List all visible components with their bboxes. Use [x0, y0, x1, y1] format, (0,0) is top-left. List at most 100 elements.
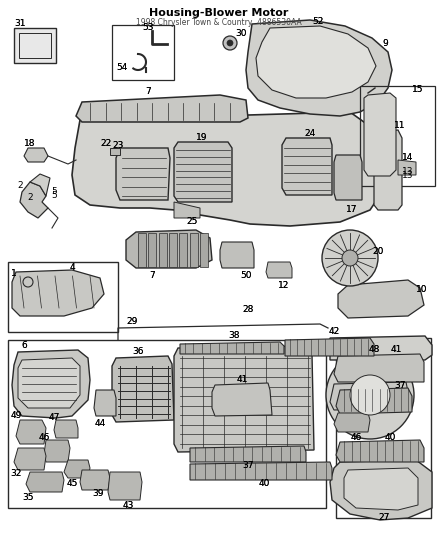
- Text: 17: 17: [346, 206, 357, 214]
- Polygon shape: [329, 382, 407, 410]
- Text: 46: 46: [38, 432, 49, 441]
- Polygon shape: [12, 350, 90, 418]
- Bar: [8, 340, 325, 508]
- Polygon shape: [329, 336, 431, 360]
- Polygon shape: [24, 148, 48, 162]
- Polygon shape: [363, 93, 395, 176]
- Text: 48: 48: [367, 345, 379, 354]
- Polygon shape: [333, 354, 423, 382]
- Polygon shape: [169, 233, 177, 267]
- Circle shape: [325, 351, 413, 439]
- Text: 46: 46: [350, 432, 361, 441]
- Text: 50: 50: [240, 271, 251, 280]
- Polygon shape: [333, 413, 369, 432]
- Text: 18: 18: [24, 139, 35, 148]
- Polygon shape: [20, 182, 48, 218]
- Polygon shape: [80, 470, 110, 490]
- Circle shape: [223, 36, 237, 50]
- Text: 13: 13: [401, 167, 413, 176]
- Polygon shape: [265, 262, 291, 278]
- Polygon shape: [397, 160, 415, 175]
- Text: 37: 37: [242, 462, 253, 471]
- Polygon shape: [255, 26, 375, 98]
- Text: 36: 36: [132, 348, 143, 357]
- Text: 25: 25: [186, 217, 197, 227]
- Polygon shape: [116, 148, 170, 200]
- Polygon shape: [343, 468, 417, 510]
- Text: 5: 5: [51, 188, 57, 197]
- Polygon shape: [173, 202, 200, 218]
- Text: 52: 52: [311, 18, 323, 27]
- Polygon shape: [190, 462, 331, 480]
- Text: 5: 5: [51, 190, 57, 199]
- Text: 37: 37: [242, 462, 253, 471]
- Text: 29: 29: [126, 318, 138, 327]
- Text: 12: 12: [278, 281, 289, 290]
- Text: 1998 Chrysler Town & Country  4886530AA: 1998 Chrysler Town & Country 4886530AA: [136, 18, 301, 27]
- Text: 47: 47: [48, 414, 60, 423]
- Bar: [19, 33, 51, 58]
- Text: 40: 40: [383, 432, 395, 441]
- Polygon shape: [333, 155, 361, 200]
- Text: 46: 46: [350, 432, 361, 441]
- Text: 35: 35: [22, 492, 34, 502]
- Polygon shape: [26, 472, 64, 492]
- Text: 1: 1: [11, 270, 17, 279]
- Text: 40: 40: [258, 480, 269, 489]
- Bar: [8, 262, 118, 332]
- Text: 50: 50: [240, 271, 251, 280]
- Circle shape: [341, 250, 357, 266]
- Circle shape: [321, 230, 377, 286]
- Text: 17: 17: [346, 206, 357, 214]
- Text: 24: 24: [304, 130, 315, 139]
- Text: 12: 12: [278, 281, 289, 290]
- Polygon shape: [112, 356, 173, 422]
- Polygon shape: [64, 460, 90, 478]
- Text: 24: 24: [304, 130, 315, 139]
- Circle shape: [349, 375, 389, 415]
- Text: 39: 39: [92, 489, 103, 498]
- Text: 29: 29: [126, 318, 138, 327]
- Polygon shape: [335, 440, 423, 462]
- Polygon shape: [284, 338, 373, 356]
- Text: 49: 49: [10, 411, 21, 421]
- Text: 35: 35: [22, 492, 34, 502]
- Text: 2: 2: [27, 192, 33, 201]
- Text: 7: 7: [149, 271, 155, 280]
- Polygon shape: [200, 233, 208, 267]
- Text: 28: 28: [242, 305, 253, 314]
- Text: 43: 43: [122, 500, 134, 510]
- Text: 6: 6: [21, 342, 27, 351]
- Text: 7: 7: [145, 87, 151, 96]
- Text: 11: 11: [393, 122, 405, 131]
- Text: 19: 19: [196, 133, 207, 142]
- Polygon shape: [126, 230, 212, 268]
- Polygon shape: [329, 460, 431, 520]
- Text: 53: 53: [142, 22, 153, 31]
- Text: 18: 18: [24, 139, 35, 148]
- Polygon shape: [30, 174, 50, 196]
- Text: 7: 7: [145, 87, 151, 96]
- Text: 27: 27: [378, 513, 389, 521]
- Text: 14: 14: [401, 154, 413, 163]
- Text: 39: 39: [92, 489, 103, 498]
- Polygon shape: [335, 388, 411, 414]
- Text: 40: 40: [383, 432, 395, 441]
- Text: 49: 49: [10, 411, 21, 421]
- Text: 22: 22: [100, 140, 111, 149]
- Text: 27: 27: [378, 513, 389, 521]
- Text: 38: 38: [228, 332, 239, 341]
- Text: 9: 9: [381, 39, 387, 49]
- Text: 45: 45: [66, 480, 78, 489]
- Text: 42: 42: [328, 327, 339, 336]
- Text: 1: 1: [11, 270, 17, 279]
- Bar: [14, 28, 56, 63]
- Text: 6: 6: [21, 342, 27, 351]
- Text: 54: 54: [116, 63, 127, 72]
- Circle shape: [226, 40, 233, 46]
- Text: 42: 42: [328, 327, 339, 336]
- Text: 20: 20: [371, 247, 383, 256]
- Polygon shape: [373, 130, 401, 210]
- Text: 31: 31: [14, 20, 26, 28]
- Polygon shape: [173, 346, 313, 452]
